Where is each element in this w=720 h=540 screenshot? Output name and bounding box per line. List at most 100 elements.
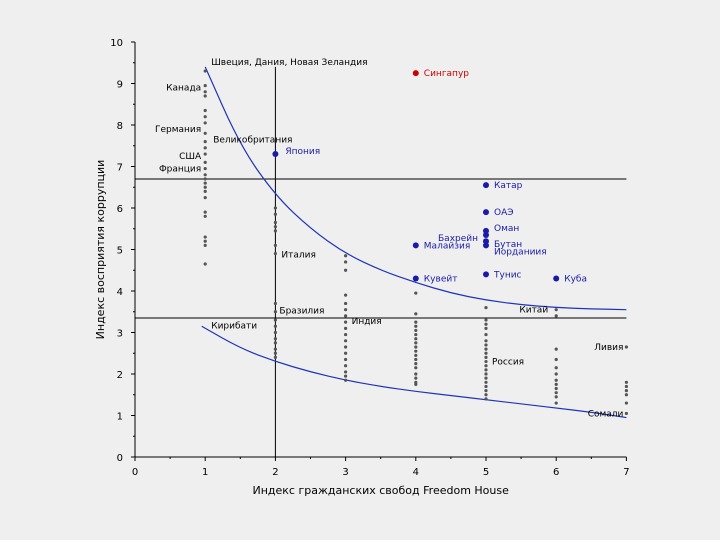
- data-point: [484, 389, 488, 393]
- data-point: [414, 353, 418, 357]
- data-point: [273, 355, 277, 359]
- data-point: [203, 83, 207, 88]
- data-point: [414, 332, 418, 337]
- point-label: Бутан: [494, 240, 522, 250]
- data-point: [624, 393, 629, 397]
- data-point: [414, 362, 418, 366]
- point-label: Франция: [159, 165, 201, 175]
- data-point: [273, 351, 277, 355]
- y-tick-label: 1: [117, 412, 123, 423]
- point-label: Индия: [352, 317, 382, 327]
- data-point: [203, 214, 207, 218]
- trend-curve-lower: [201, 325, 627, 419]
- data-point: [344, 268, 348, 272]
- data-point: [344, 345, 348, 349]
- data-point: [203, 94, 207, 98]
- data-point: [344, 301, 348, 306]
- data-point: [484, 397, 488, 401]
- data-point: [414, 320, 418, 324]
- data-point: [344, 320, 348, 324]
- data-point: [484, 318, 488, 322]
- point-label: Россия: [492, 358, 524, 368]
- point-label: Япония: [285, 147, 320, 157]
- highlighted-data-point: [553, 275, 560, 282]
- highlighted-data-point: [483, 209, 489, 216]
- y-tick-label: 7: [117, 163, 123, 174]
- highlighted-data-point: [483, 182, 489, 189]
- data-point: [203, 173, 207, 177]
- data-point: [273, 330, 277, 335]
- data-point: [484, 351, 488, 355]
- data-point: [484, 368, 488, 372]
- data-point: [554, 386, 558, 391]
- data-point: [344, 260, 348, 264]
- data-point: [344, 339, 348, 343]
- data-point: [484, 306, 488, 310]
- data-point: [414, 357, 418, 362]
- point-label: Тунис: [493, 270, 522, 280]
- x-tick-label: 7: [623, 467, 629, 478]
- data-point: [273, 252, 277, 256]
- point-label: США: [179, 152, 202, 162]
- data-point: [554, 395, 558, 399]
- data-point: [273, 337, 277, 341]
- data-point: [344, 357, 348, 362]
- data-point: [344, 351, 348, 355]
- point-label: Канада: [166, 84, 201, 94]
- y-tick-label: 8: [117, 121, 123, 132]
- data-point: [484, 326, 488, 330]
- data-point: [484, 364, 488, 368]
- data-point: [203, 69, 207, 73]
- point-label: Китай: [519, 306, 548, 316]
- data-point: [344, 374, 348, 378]
- point-label: Иорданиия: [494, 247, 547, 257]
- x-tick-label: 6: [553, 467, 559, 478]
- y-tick-label: 9: [117, 80, 123, 91]
- point-label: Куба: [564, 275, 587, 285]
- data-point: [203, 262, 207, 266]
- point-label: Ливия: [594, 343, 623, 353]
- data-point: [273, 341, 277, 345]
- data-point: [554, 401, 558, 405]
- highlighted-data-point: [483, 238, 489, 245]
- data-point: [203, 210, 207, 214]
- point-label: Катар: [494, 181, 523, 191]
- data-point: [273, 220, 277, 225]
- data-point: [273, 206, 277, 210]
- point-label: Малайзия: [424, 241, 470, 251]
- data-point: [554, 314, 558, 318]
- y-tick-label: 10: [110, 38, 123, 49]
- data-point: [414, 345, 418, 349]
- point-label: Италия: [281, 251, 316, 261]
- data-point: [414, 382, 418, 386]
- y-tick-label: 4: [117, 287, 123, 298]
- data-point: [203, 146, 207, 150]
- data-point: [414, 324, 418, 328]
- data-point: [484, 384, 488, 389]
- data-point: [554, 391, 558, 395]
- data-point: [554, 366, 558, 370]
- data-point: [414, 376, 418, 380]
- data-point: [624, 411, 629, 416]
- highlighted-data-point: [412, 275, 419, 282]
- data-point: [203, 108, 207, 113]
- data-point: [554, 357, 558, 362]
- data-point: [414, 341, 418, 345]
- data-point: [624, 401, 629, 405]
- y-axis-title: Индекс восприятия коррупции: [94, 160, 107, 340]
- data-point: [414, 337, 418, 341]
- data-point: [273, 301, 277, 306]
- data-point: [484, 380, 488, 384]
- data-point: [344, 308, 348, 312]
- highlighted-data-point: [483, 231, 489, 238]
- data-point: [203, 152, 207, 156]
- data-point: [484, 376, 488, 380]
- data-point: [484, 322, 488, 326]
- data-point: [273, 318, 277, 322]
- data-point: [203, 239, 207, 243]
- data-point: [273, 243, 277, 247]
- data-point: [344, 326, 348, 330]
- trend-curve-upper: [204, 66, 627, 311]
- data-point: [554, 382, 558, 386]
- data-point: [414, 328, 418, 333]
